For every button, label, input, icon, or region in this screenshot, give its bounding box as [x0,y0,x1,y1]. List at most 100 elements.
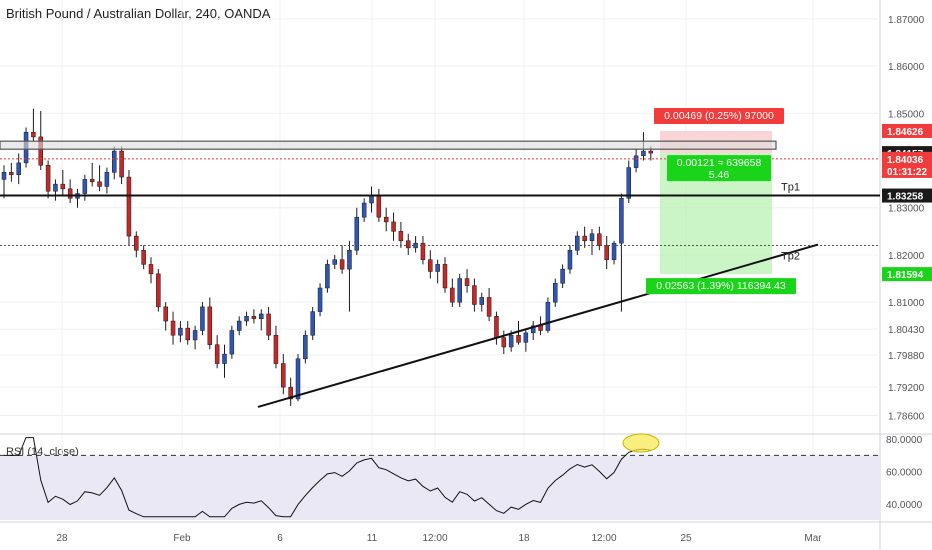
candle-down [604,245,609,260]
candle-up [1,172,7,180]
price-tag-label: 1.84036 [887,155,924,166]
candle-down [38,136,43,166]
time-tick-label: Feb [173,533,191,544]
candle-down [214,344,220,364]
candle-up [244,316,249,322]
candle-up [611,242,617,260]
price-tick-label: 1.80430 [888,325,925,336]
price-tick-label: 1.82000 [888,251,925,262]
candle-down [251,316,257,319]
time-tick-label: 18 [518,533,530,544]
candle-down [170,320,176,336]
price-tick-label: 1.79880 [888,351,925,362]
candle-down [538,325,543,331]
candle-up [575,235,580,251]
time-axis: 28 Feb 6 11 12:00 18 12:00 25 Mar [56,533,822,544]
candle-down [450,287,455,303]
candle-down [266,313,271,336]
price-tag-label: 1.84626 [887,127,924,138]
candle-up [553,283,558,303]
price-tick-label: 1.81000 [888,298,925,309]
candle-down [582,235,587,242]
candle-up [192,330,198,341]
candle-down [486,297,492,317]
resistance-box [0,140,777,150]
candle-down [383,216,389,223]
candle-up [16,162,21,175]
candle-up [325,264,330,289]
candle-down [9,172,14,175]
target-box-text: 0.02563 (1.39%) 116394.43 [656,280,786,292]
rsi-line [4,437,651,518]
stop-box-bg [654,107,784,124]
candle-up [200,306,205,331]
candle-up [112,150,117,173]
entry-box-bg [667,155,771,182]
price-tag-bg [882,188,932,203]
candle-down [134,235,139,251]
price-tag-label: 1.81594 [887,270,924,281]
candle-up [626,167,631,199]
candle-down [185,327,190,341]
candle-up [310,311,315,336]
candle-up [178,327,183,336]
candle-down [273,334,279,364]
candle-down [494,316,499,338]
candle-up [530,325,536,334]
candle-up [361,202,367,218]
candle-up [332,259,337,265]
tp1-label: Tp1 [781,182,800,194]
entry-box-text: 0.00121 ≈ 639658 [677,157,762,169]
candle-up [523,332,529,343]
stop-box: 0.00469 (0.25%) 97000 [654,107,784,124]
price-tick-label: 1.78600 [888,411,925,422]
candle-up [236,320,242,331]
candle-down [67,188,73,199]
candle-down [60,183,66,190]
candle-down [501,337,507,348]
price-tick-label: 1.87000 [888,15,925,26]
candle-up [229,330,235,355]
candle-up [435,264,440,272]
time-tick-label: 11 [367,533,378,544]
rsi-tick-label: 40.0000 [886,500,923,511]
rsi-tick-label: 60.0000 [886,468,923,479]
candle-down [339,259,345,270]
price-tag-label: 1.83258 [887,192,924,203]
candle-down [119,150,124,178]
price-tick-label: 1.85000 [888,109,925,120]
candle-up [545,301,551,331]
overlays: Tp1 Tp2 0.00469 (0.25%) 97000 0.00121 ≈ 639… [0,107,880,408]
candle-down [428,259,433,272]
time-tick-label: 25 [680,533,692,544]
price-tag-bg [882,123,932,138]
candle-up [508,334,514,348]
candle-down [597,233,602,246]
candle-down [288,386,293,400]
candle-up [104,172,110,187]
candle-up [259,313,264,319]
candle-up [457,278,462,303]
candles [1,108,654,407]
candle-up [53,183,58,192]
candle-up [317,287,323,312]
candle-up [295,358,301,400]
candle-up [560,268,565,284]
candle-up [619,198,624,244]
candle-down [31,131,36,138]
price-tag-bg [882,163,932,178]
stop-box-text: 0.00469 (0.25%) 97000 [664,110,774,122]
time-tick-label: 28 [56,533,68,544]
candle-up [82,179,88,194]
rsi-band [0,455,880,520]
candle-up [354,216,360,251]
candle-down [391,221,396,232]
candle-down [648,150,654,154]
price-axis: 1.87000 1.86000 1.85000 1.83000 1.82000 1.810… [882,15,932,511]
chart-title: British Pound / Australian Dollar, 240, … [6,6,271,21]
candle-up [347,249,352,270]
price-tick-label: 1.86000 [888,62,925,73]
entry-box-text: 5.46 [709,169,730,181]
